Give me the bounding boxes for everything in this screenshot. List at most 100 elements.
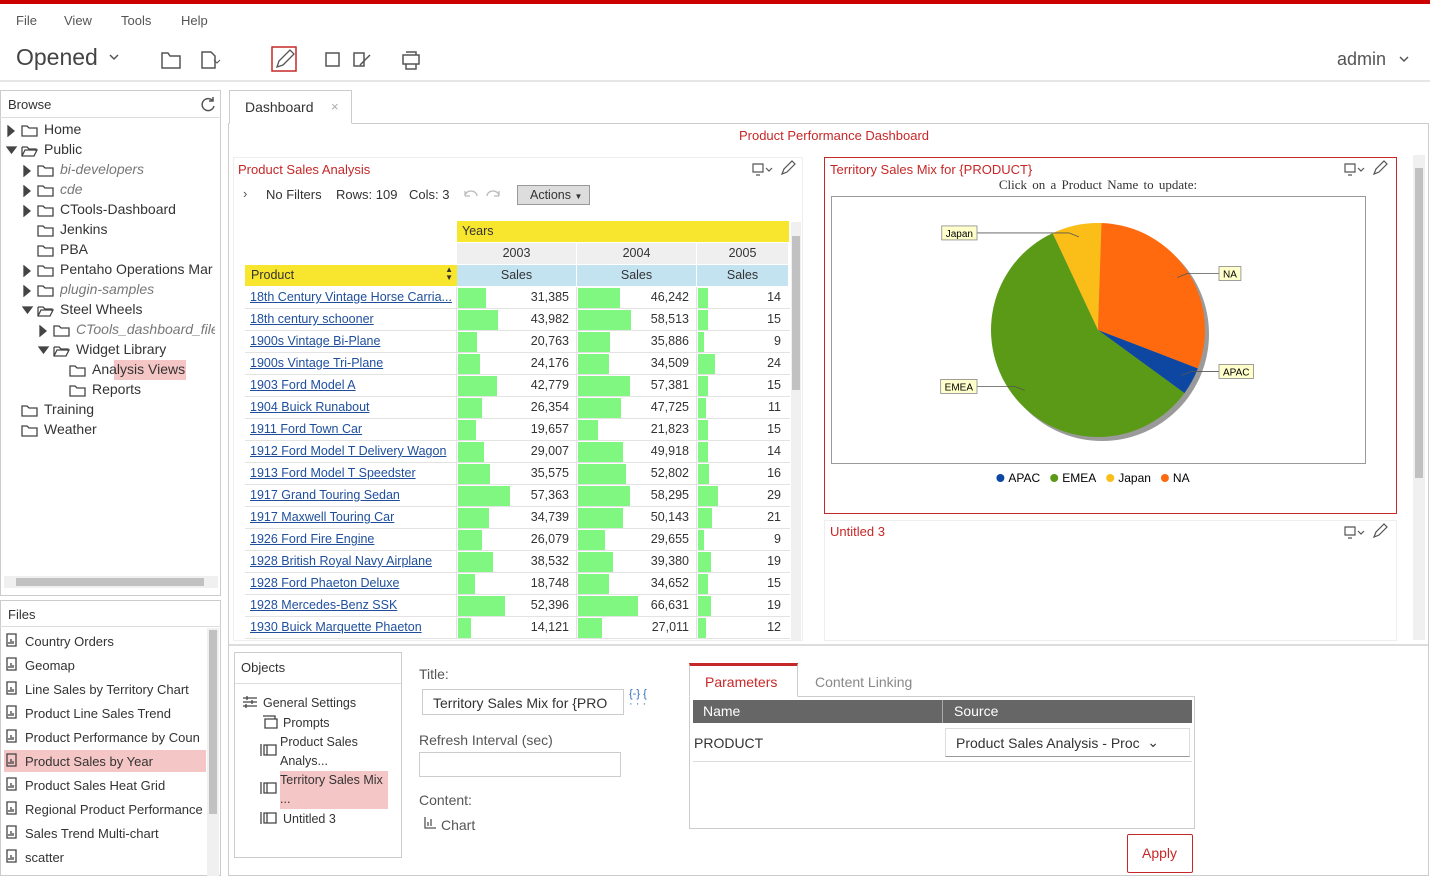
file-item[interactable]: Regional Product Performance (25, 802, 203, 817)
tree-item[interactable]: PBA (60, 241, 89, 257)
object-item[interactable]: Prompts (283, 716, 330, 730)
data-bar (698, 596, 712, 616)
tab-label[interactable]: Dashboard (245, 99, 314, 115)
cell-border (456, 287, 457, 309)
tree-item[interactable]: CTools_dashboard_file (76, 321, 215, 337)
user-menu[interactable]: admin (1337, 49, 1387, 69)
tree-item[interactable]: Public (44, 141, 83, 157)
cell-border (456, 551, 457, 573)
object-item[interactable]: Product Sales Analys... (280, 735, 358, 768)
cell-border (576, 309, 577, 331)
cell-border (576, 617, 577, 639)
tree-item[interactable]: Home (44, 121, 82, 137)
header-cell: Name (703, 703, 741, 719)
tree-item[interactable]: Widget Library (76, 341, 167, 357)
expand-filters[interactable]: › (243, 186, 248, 201)
product-link[interactable]: 1900s Vintage Bi-Plane (250, 334, 381, 348)
title-input[interactable]: Territory Sales Mix for {PRO (422, 689, 624, 715)
tree-item[interactable]: CTools-Dashboard (60, 201, 176, 217)
cell-value: 49,918 (650, 444, 689, 458)
tab[interactable] (689, 663, 798, 697)
menu-item[interactable]: Help (181, 13, 208, 28)
parameter-icon[interactable]: {-} {· · · (629, 688, 647, 710)
product-link[interactable]: 1928 Ford Phaeton Deluxe (250, 576, 400, 590)
panel-icons[interactable] (748, 160, 798, 178)
h-scrollbar (4, 576, 218, 588)
file-item[interactable]: Product Sales by Year (25, 754, 153, 769)
file-item[interactable]: Geomap (25, 658, 75, 673)
product-link[interactable]: 1911 Ford Town Car (250, 422, 363, 436)
product-link[interactable]: 1903 Ford Model A (250, 378, 356, 392)
panel-icons[interactable] (1340, 160, 1390, 178)
tree-item[interactable]: bi-developers (60, 161, 145, 177)
cell-border (696, 551, 697, 573)
source-select[interactable]: Product Sales Analysis - Proc ⌄ (945, 728, 1190, 757)
tree-item[interactable]: plugin-samples (60, 281, 155, 297)
tree-item[interactable]: Weather (44, 421, 97, 437)
file-item[interactable]: Sales Trend Multi-chart (25, 826, 159, 841)
refresh-icon[interactable] (199, 95, 217, 113)
panel-icons[interactable] (1340, 523, 1390, 541)
cell-border (576, 287, 577, 309)
refresh-input[interactable] (419, 752, 621, 777)
row-header[interactable]: Product ▲ ▼ (245, 265, 457, 286)
objects-title: Objects (241, 660, 286, 675)
object-item[interactable]: Untitled 3 (283, 812, 336, 826)
file-item[interactable]: Product Line Sales Trend (25, 706, 171, 721)
folder-icon (37, 285, 54, 297)
opened-menu[interactable]: Opened (16, 44, 98, 70)
product-link[interactable]: 1930 Buick Marquette Phaeton (250, 620, 422, 634)
tab-label[interactable]: Parameters (705, 674, 778, 690)
tab-label[interactable]: Content Linking (815, 674, 913, 690)
product-link[interactable]: 18th Century Vintage Horse Carria... (250, 290, 452, 304)
tree-item[interactable]: Training (44, 401, 95, 417)
product-link[interactable]: 1913 Ford Model T Speedster (250, 466, 416, 480)
product-link[interactable]: 1917 Maxwell Touring Car (250, 510, 395, 524)
apply-button[interactable]: Apply (1127, 834, 1193, 873)
year-header: 2003 (457, 243, 576, 264)
undo-redo[interactable] (462, 186, 502, 204)
tree-item[interactable]: Analysis Views (92, 361, 186, 377)
panel-title: Untitled 3 (830, 524, 885, 539)
cell-value: 9 (774, 532, 781, 546)
tab-close[interactable]: × (331, 99, 339, 114)
product-link[interactable]: 1912 Ford Model T Delivery Wagon (250, 444, 447, 458)
cell-value: 9 (774, 334, 781, 348)
tree-item[interactable]: Steel Wheels (60, 301, 143, 317)
cell-value: 26,354 (530, 400, 569, 414)
tree-item[interactable]: Jenkins (60, 221, 108, 237)
product-link[interactable]: 1926 Ford Fire Engine (250, 532, 375, 546)
expander (23, 165, 32, 177)
cell-border (696, 441, 697, 463)
actions-label[interactable]: Actions (530, 188, 571, 202)
product-link[interactable]: 1928 Mercedes-Benz SSK (250, 598, 398, 612)
tree-item[interactable]: Pentaho Operations Mar (60, 261, 213, 277)
apply-label[interactable]: Apply (1142, 845, 1178, 861)
title-value[interactable]: Territory Sales Mix for {PRO (433, 695, 608, 711)
product-link[interactable]: 1917 Grand Touring Sedan (250, 488, 400, 502)
source-value[interactable]: Product Sales Analysis - Proc (956, 735, 1140, 751)
product-link[interactable]: 1928 British Royal Navy Airplane (250, 554, 433, 568)
tab[interactable] (229, 90, 352, 124)
cell-value: 58,295 (650, 488, 689, 502)
file-item[interactable]: Country Orders (25, 634, 114, 649)
actions-button[interactable]: Actions ▼ (517, 185, 590, 205)
file-item[interactable]: Product Performance by Coun (25, 730, 200, 745)
selection (4, 750, 206, 772)
product-link[interactable]: 1900s Vintage Tri-Plane (250, 356, 384, 370)
object-item[interactable]: Territory Sales Mix ... (280, 771, 388, 809)
file-icon (6, 681, 17, 695)
file-item[interactable]: Product Sales Heat Grid (25, 778, 166, 793)
menu-item[interactable]: View (64, 13, 92, 28)
file-item[interactable]: Line Sales by Territory Chart (25, 682, 189, 697)
row-border (245, 418, 790, 419)
menu-item[interactable]: Tools (121, 13, 152, 28)
tree-item[interactable]: cde (60, 181, 83, 197)
product-link[interactable]: 18th century schooner (250, 312, 374, 326)
menu-item[interactable]: File (16, 13, 37, 28)
label-box (940, 379, 978, 394)
file-item[interactable]: scatter (25, 850, 65, 865)
tree-item[interactable]: Reports (92, 381, 142, 397)
product-link[interactable]: 1904 Buick Runabout (250, 400, 370, 414)
object-item[interactable]: General Settings (263, 696, 357, 710)
